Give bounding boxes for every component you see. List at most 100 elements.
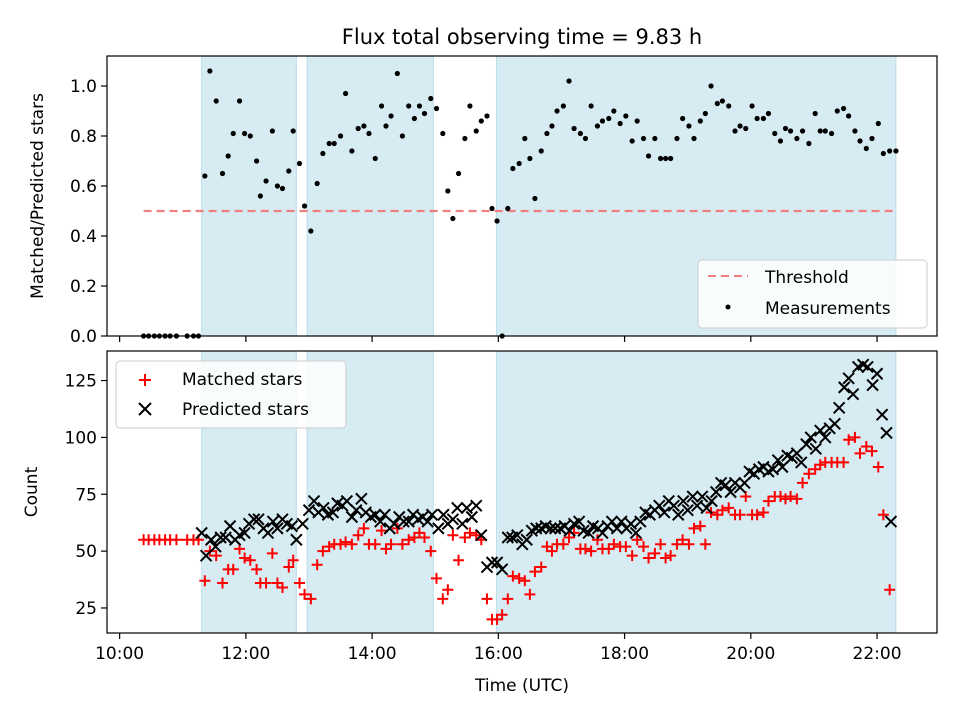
x-tick-label: 10:00 [95,644,144,664]
matched-star-point [585,545,597,557]
matched-star-point [418,531,430,543]
predicted-star-point [814,424,827,437]
measurement-point [680,115,686,122]
matched-star-point [620,541,632,553]
predicted-star-point [766,463,780,476]
measurement-point [857,138,863,144]
measurement-point [834,108,840,114]
matched-star-point [519,575,531,587]
matched-star-point [626,550,638,562]
matched-star-point [513,572,525,584]
measurement-point [799,128,806,134]
measurement-point [532,195,538,202]
predicted-star-point [700,501,713,515]
predicted-star-point [199,549,213,562]
predicted-star-point [402,515,415,528]
measurement-point [640,135,647,142]
predicted-star-point [572,515,586,528]
predicted-star-point [819,431,832,444]
measurement-point [337,133,344,139]
matched-star-point [757,506,769,518]
measurement-point [840,105,847,112]
x-tick-label: 16:00 [474,644,523,664]
measurement-point [599,118,606,124]
predicted-star-point [667,499,681,512]
measurement-point [588,103,594,109]
x-tick-label: 18:00 [600,644,649,664]
matched-star-point [442,584,454,596]
predicted-star-point [355,492,368,506]
measurement-point [467,103,473,109]
predicted-star-point [470,499,483,512]
matched-star-point [638,541,650,553]
matched-star-point [323,541,335,553]
matched-star-point [557,538,569,550]
matched-star-point [884,584,896,596]
matched-star-point [665,550,677,562]
measurement-point [326,140,332,147]
measurement-point [263,178,269,184]
matched-star-point [631,534,643,546]
measurement-point [320,150,326,157]
predicted-star-point [705,494,718,508]
predicted-star-point [374,515,387,528]
matched-star-point [529,566,541,578]
measurement-point [207,68,213,74]
matched-stars-series [138,431,896,625]
shaded-interval-0 [201,55,297,337]
measurement-point [760,115,767,122]
matched-star-point [849,431,861,443]
matched-star-point [217,577,229,589]
predicted-star-point [544,522,557,535]
predicted-star-point [432,522,445,535]
measurement-point [708,83,714,89]
measurement-point [522,135,528,142]
matched-star-point [294,577,306,589]
predicted-star-point [350,503,363,517]
predicted-star-point [302,503,316,517]
measurement-point [455,170,462,177]
predicted-star-point [842,372,855,385]
matched-star-point [317,545,329,557]
predicted-star-point [437,508,450,521]
measurement-point [828,130,835,137]
measurement-point [743,125,749,132]
matched-star-point [447,529,459,541]
matched-star-point [780,493,792,505]
measurement-point [806,140,812,147]
measurement-point [274,183,281,189]
predicted-star-point [369,508,382,521]
measurement-point [577,130,583,137]
measurement-point [794,135,800,142]
measurement-point [812,110,818,117]
predicted-star-point [290,533,303,546]
matched-star-point [396,538,408,550]
y-tick-label: 0.4 [70,227,97,247]
measurement-point [286,168,292,174]
matched-star-point [251,563,263,575]
measurement-point [697,118,703,124]
matched-star-point [425,545,437,557]
legend-measurements-swatch [725,304,731,310]
matched-star-point [276,582,288,594]
predicted-star-point [771,453,785,467]
matched-star-point [699,538,711,550]
predicted-star-point [719,478,732,492]
matched-star-point [671,538,683,550]
matched-star-point [335,538,347,550]
measurement-point [394,70,400,77]
predicted-star-point [219,531,232,544]
measurement-point [544,130,550,137]
matched-star-point [524,588,536,600]
matched-star-point [694,520,706,532]
matched-star-point [568,527,580,539]
measurement-point [253,158,260,164]
predicted-star-point [861,360,874,374]
predicted-star-point [695,490,709,503]
x-tick-label: 12:00 [221,644,270,664]
measurement-point [428,95,434,102]
matched-star-point [649,547,661,559]
matched-star-point [791,493,803,505]
measurement-point [538,148,544,154]
measurement-point [279,185,286,192]
